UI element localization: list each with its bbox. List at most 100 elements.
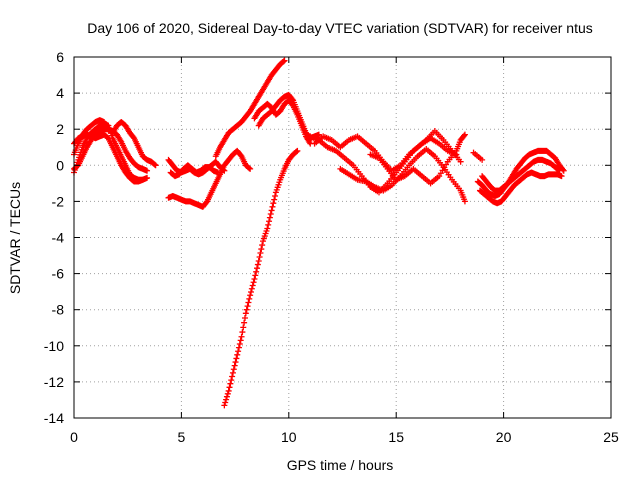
series-track-h — [212, 57, 288, 160]
data-point — [242, 310, 249, 317]
data-point — [289, 96, 296, 103]
data-point — [236, 340, 243, 347]
data-point — [226, 384, 233, 391]
series-isolated — [470, 149, 486, 163]
data-point — [252, 272, 259, 279]
data-point — [243, 306, 250, 313]
x-tick-label: 15 — [388, 429, 404, 445]
data-point — [461, 131, 468, 138]
data-point — [235, 344, 242, 351]
data-point — [225, 387, 232, 394]
data-point — [258, 246, 265, 253]
data-point — [230, 366, 237, 373]
data-point — [253, 268, 260, 275]
x-tick-label: 0 — [70, 429, 78, 445]
y-tick-label: -14 — [44, 410, 64, 426]
y-tick-label: 6 — [56, 49, 64, 65]
x-tick-label: 20 — [496, 429, 512, 445]
y-tick-label: -10 — [44, 338, 64, 354]
data-point — [227, 380, 234, 387]
chart-title: Day 106 of 2020, Sidereal Day-to-day VTE… — [87, 20, 593, 36]
data-point — [266, 214, 273, 221]
data-point — [247, 165, 254, 172]
data-point — [234, 351, 241, 358]
data-point — [248, 285, 255, 292]
grid — [74, 57, 611, 418]
data-point — [267, 211, 274, 218]
data-point — [264, 225, 271, 232]
data-point — [247, 289, 254, 296]
data-point — [555, 166, 562, 173]
series-track-g — [167, 162, 221, 180]
data-point — [247, 292, 254, 299]
data-point — [266, 218, 273, 225]
data-point — [270, 200, 277, 207]
data-point — [268, 207, 275, 214]
data-point — [315, 131, 322, 138]
data-point — [151, 161, 158, 168]
y-tick-label: 4 — [56, 85, 64, 101]
data-point — [232, 359, 239, 366]
data-point — [238, 333, 245, 340]
data-point — [254, 265, 261, 272]
x-tick-label: 25 — [603, 429, 619, 445]
data-point — [249, 282, 256, 289]
data-point — [139, 176, 146, 183]
data-point — [281, 57, 288, 64]
data-point — [251, 276, 258, 283]
data-point — [228, 377, 235, 384]
data-point — [144, 174, 151, 181]
series-track-o — [367, 131, 468, 187]
data-point — [224, 390, 231, 397]
data-point — [246, 165, 253, 172]
data-point — [229, 369, 236, 376]
series-track-r — [479, 156, 563, 194]
data-point — [233, 355, 240, 362]
data-point — [271, 196, 278, 203]
data-point — [222, 399, 229, 406]
data-point — [558, 173, 565, 180]
y-axis-label: SDTVAR / TECUs — [7, 182, 23, 294]
y-tick-label: -6 — [52, 266, 65, 282]
data-point — [223, 396, 230, 403]
data-point — [221, 167, 228, 174]
data-point — [241, 315, 248, 322]
series-track-q — [476, 169, 565, 207]
series-track-e — [165, 147, 254, 210]
y-tick-label: 0 — [56, 157, 64, 173]
data-point — [257, 250, 264, 257]
data-point — [479, 156, 486, 163]
data-point — [246, 295, 253, 302]
data-point — [245, 299, 252, 306]
data-point — [280, 58, 287, 65]
x-tick-label: 10 — [281, 429, 297, 445]
data-point — [272, 192, 279, 199]
data-point — [457, 158, 464, 165]
data-point — [293, 148, 300, 155]
data-point — [461, 132, 468, 139]
y-tick-label: 2 — [56, 121, 64, 137]
series-track-d — [71, 126, 151, 174]
data-points — [71, 57, 567, 409]
x-axis-label: GPS time / hours — [287, 457, 394, 473]
data-point — [235, 348, 242, 355]
series-track-m — [311, 128, 464, 174]
data-point — [250, 279, 257, 286]
x-tick-label: 5 — [178, 429, 186, 445]
data-point — [255, 257, 262, 264]
data-point — [229, 373, 236, 380]
data-point — [231, 362, 238, 369]
data-point — [221, 402, 228, 409]
data-point — [241, 319, 248, 326]
data-point — [556, 167, 563, 174]
data-point — [220, 166, 227, 173]
data-point — [239, 329, 246, 336]
data-point — [259, 242, 266, 249]
data-point — [223, 393, 230, 400]
data-point — [144, 167, 151, 174]
ticks: 0 5 10 15 20 25 -14 -12 -10 -8 -6 -4 -2 0 2 4 6 — [44, 49, 619, 445]
y-tick-label: -12 — [44, 374, 64, 390]
